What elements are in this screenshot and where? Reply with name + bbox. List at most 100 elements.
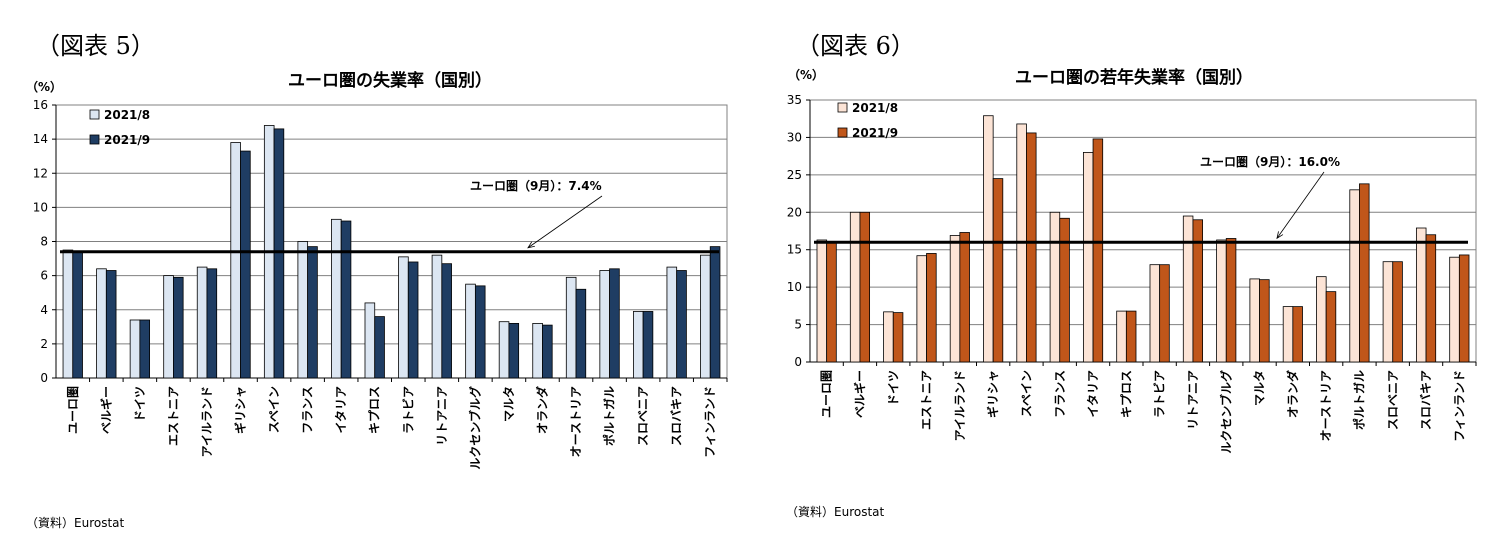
bar-aug [498, 321, 510, 379]
bar-aug [364, 302, 376, 379]
bar-aug [1415, 227, 1427, 363]
bar-sep [340, 220, 352, 379]
bar-sep [1026, 132, 1037, 363]
bar-aug [599, 270, 610, 379]
legend-swatch [89, 134, 100, 145]
y-axis-label: （%） [788, 67, 824, 82]
bar-sep [642, 311, 654, 379]
y-tick-label: 5 [794, 318, 802, 332]
y-tick-label: 12 [33, 166, 48, 180]
x-tick-label: ラトビア [1152, 370, 1167, 418]
bar-sep [1192, 219, 1204, 363]
bar-sep [926, 253, 937, 363]
x-tick-label: エストニア [166, 386, 180, 446]
y-tick-label: 2 [40, 337, 48, 351]
y-tick-label: 10 [787, 280, 802, 294]
bar-aug [816, 239, 828, 363]
bar-sep [1458, 254, 1470, 363]
x-tick-label: ルクセンブルグ [1218, 370, 1233, 454]
bar-sep [1392, 261, 1403, 363]
bar-sep [542, 324, 553, 379]
reference-line-label: ユーロ圏（9月）：7.4% [470, 178, 602, 193]
chart-title: ユーロ圏の失業率（国別） [288, 70, 492, 91]
y-tick-label: 35 [787, 93, 802, 107]
source-note: （資料）Eurostat [786, 505, 885, 519]
x-tick-label: フィンランド [1452, 370, 1466, 442]
bar-sep [575, 288, 587, 379]
x-tick-label: リトアニア [435, 386, 449, 446]
x-tick-label: ドイツ [886, 370, 900, 406]
x-tick-label: エストニア [920, 370, 934, 430]
bar-sep [992, 178, 1004, 363]
plot-area [809, 99, 1477, 363]
x-tick-label: オランダ [534, 386, 549, 434]
bar-aug [1349, 189, 1360, 363]
x-tick-label: オーストリア [1319, 370, 1333, 441]
x-tick-label: スロバキア [670, 386, 684, 446]
x-tick-label: ギリシャ [985, 370, 1000, 418]
bar-aug [398, 256, 409, 379]
legend-label: 2021/8 [852, 101, 898, 115]
x-tick-label: イタリア [1086, 370, 1100, 418]
x-tick-label: ユーロ圏 [820, 370, 834, 418]
bar-aug [666, 266, 678, 379]
legend-label: 2021/9 [852, 126, 898, 140]
bar-sep [307, 246, 318, 379]
x-tick-label: ポルトガル [1351, 370, 1366, 430]
legend-swatch [89, 109, 100, 120]
x-tick-label: ラトビア [400, 386, 415, 434]
legend-label: 2021/9 [104, 133, 150, 147]
bar-sep [892, 312, 904, 363]
x-tick-label: ドイツ [133, 386, 147, 422]
bar-sep [441, 263, 452, 379]
y-tick-label: 0 [40, 371, 48, 385]
x-tick-label: スロバキア [1419, 370, 1433, 430]
bar-sep [959, 232, 970, 363]
y-tick-label: 0 [794, 355, 802, 369]
annotation-arrow-head [527, 241, 535, 249]
x-tick-label: ベルギー [852, 370, 867, 418]
x-tick-label: アイルランド [953, 370, 967, 441]
x-tick-label: オーストリア [569, 386, 583, 457]
y-tick-label: 15 [787, 243, 802, 257]
y-tick-label: 30 [787, 130, 802, 144]
bar-aug [1049, 211, 1061, 363]
bar-sep [374, 316, 385, 379]
x-tick-label: キプロス [367, 386, 382, 434]
youth-unemployment-rate-chart: 0 5 10 15 20 25 30 35 ユーロ圏の若年失業率（国別） （%） ユーロ圏 ベルギー ド… [787, 67, 1477, 454]
bar-aug [96, 268, 107, 379]
bar-sep [1325, 291, 1337, 363]
bar-aug [1282, 306, 1294, 363]
x-tick-label: ルクセンブルグ [467, 386, 482, 470]
bar-sep [826, 241, 837, 363]
bar-sep [508, 322, 520, 379]
bar-aug [465, 283, 476, 379]
y-tick-label: 10 [33, 200, 48, 214]
bar-aug [230, 142, 241, 379]
bar-sep [1092, 138, 1104, 363]
y-tick-label: 16 [33, 98, 48, 112]
legend-swatch [837, 102, 848, 113]
bar-aug [1116, 310, 1127, 363]
source-note: （資料）Eurostat [26, 516, 125, 530]
bar-aug [983, 115, 994, 363]
bar-sep [1292, 306, 1303, 363]
bar-aug [849, 211, 861, 363]
chart-title: ユーロ圏の若年失業率（国別） [1015, 67, 1253, 88]
bar-aug [129, 319, 141, 379]
y-tick-label: 14 [33, 132, 48, 146]
legend: 2021/8 2021/9 [837, 101, 898, 140]
bar-aug [883, 311, 894, 363]
x-tick-label: オランダ [1285, 370, 1300, 418]
bar-sep [859, 211, 871, 363]
bar-aug [949, 235, 961, 363]
bar-aug [700, 254, 711, 379]
y-tick-label: 4 [40, 303, 48, 317]
bar-aug [916, 255, 927, 363]
x-tick-label: ベルギー [98, 386, 113, 434]
bar-aug [1149, 264, 1161, 363]
bar-sep [676, 270, 687, 379]
x-tick-label: フランス [1053, 370, 1067, 418]
legend-swatch [837, 127, 848, 138]
bar-sep [1159, 264, 1170, 363]
